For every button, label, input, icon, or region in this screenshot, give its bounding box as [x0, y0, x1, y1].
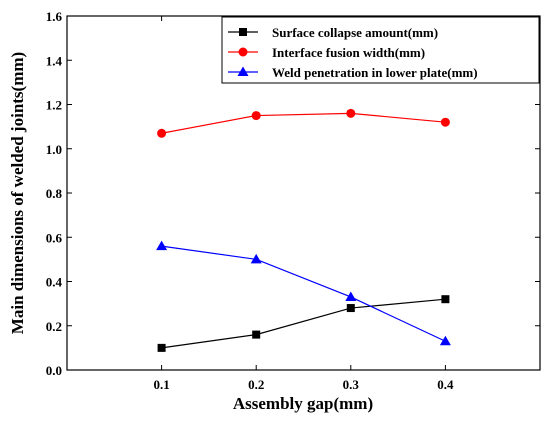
x-tick-label: 0.4 — [437, 377, 454, 392]
x-tick-label: 0.2 — [248, 377, 264, 392]
data-point-series-3 — [250, 253, 262, 264]
y-axis: 0.0 0.2 0.4 0.6 0.8 1.0 1.2 1.4 1.6 — [46, 9, 540, 378]
series-line-1 — [161, 298, 446, 349]
data-point-series-3 — [156, 240, 168, 251]
y-tick-label: 0.8 — [46, 186, 63, 201]
legend-label: Surface collapse amount(mm) — [272, 25, 438, 40]
x-axis-title: Assembly gap(mm) — [233, 394, 373, 413]
y-tick-label: 0.6 — [46, 230, 63, 245]
legend-marker — [237, 66, 249, 76]
data-point-series-1 — [346, 304, 355, 313]
series-line-3 — [161, 245, 446, 342]
legend-box — [221, 16, 540, 84]
data-point-series-3 — [345, 291, 357, 301]
y-tick-label: 1.6 — [46, 9, 63, 24]
data-point-series-2 — [440, 117, 450, 127]
y-tick-label: 1.2 — [46, 98, 62, 113]
y-tick-label: 0.4 — [46, 275, 63, 290]
y-tick-label: 0.2 — [46, 319, 62, 334]
data-point-series-2 — [346, 108, 356, 118]
data-point-series-1 — [441, 295, 450, 304]
data-point-series-3 — [439, 335, 451, 346]
legend: Surface collapse amount(mm) Interface fus… — [221, 16, 540, 84]
series-layer — [156, 108, 451, 352]
y-tick-label: 1.0 — [46, 142, 62, 157]
data-point-series-1 — [252, 330, 261, 339]
y-axis-title: Main dimensions of welded joints(mm) — [8, 52, 27, 334]
legend-marker — [239, 28, 247, 36]
data-point-series-2 — [157, 128, 167, 138]
data-point-series-1 — [157, 343, 166, 352]
x-tick-label: 0.3 — [343, 377, 360, 392]
x-tick-label: 0.1 — [153, 377, 169, 392]
legend-label: Interface fusion width(mm) — [272, 45, 425, 60]
data-point-series-2 — [251, 111, 261, 121]
series-line-2 — [161, 112, 446, 134]
y-tick-label: 0.0 — [46, 363, 62, 378]
legend-marker — [238, 47, 248, 57]
legend-label: Weld penetration in lower plate(mm) — [272, 65, 478, 80]
y-tick-label: 1.4 — [46, 53, 63, 68]
